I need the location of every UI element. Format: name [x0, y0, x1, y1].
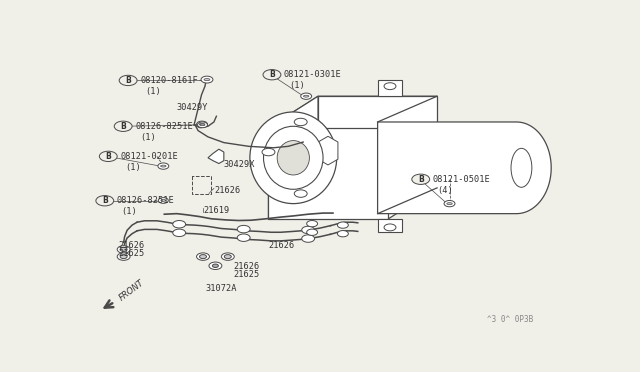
Circle shape: [120, 247, 127, 251]
Text: 21619: 21619: [203, 206, 229, 215]
Text: (1): (1): [125, 163, 141, 172]
Ellipse shape: [511, 148, 532, 187]
Circle shape: [237, 225, 250, 233]
Polygon shape: [378, 80, 403, 96]
Circle shape: [384, 83, 396, 90]
Circle shape: [294, 190, 307, 197]
Text: (1): (1): [145, 87, 161, 96]
Circle shape: [221, 253, 234, 260]
Circle shape: [117, 253, 130, 260]
Circle shape: [198, 122, 207, 128]
Polygon shape: [318, 96, 437, 188]
Text: 21626: 21626: [214, 186, 240, 195]
Text: ^3 0^ 0P3B: ^3 0^ 0P3B: [486, 315, 533, 324]
Text: FRONT: FRONT: [118, 278, 146, 302]
Text: 21626: 21626: [118, 241, 145, 250]
Ellipse shape: [161, 165, 166, 167]
Text: (1): (1): [140, 133, 156, 142]
Circle shape: [99, 151, 117, 161]
Circle shape: [337, 231, 348, 237]
Circle shape: [212, 264, 218, 267]
Polygon shape: [269, 188, 437, 219]
Ellipse shape: [204, 78, 210, 81]
Text: B: B: [106, 152, 111, 161]
Text: B: B: [120, 122, 126, 131]
Ellipse shape: [161, 200, 166, 201]
Circle shape: [262, 148, 275, 156]
Text: B: B: [418, 175, 424, 184]
Circle shape: [119, 75, 137, 86]
Circle shape: [444, 201, 455, 207]
Ellipse shape: [199, 124, 205, 125]
Ellipse shape: [250, 112, 337, 203]
Polygon shape: [378, 122, 551, 214]
Circle shape: [337, 222, 348, 228]
Circle shape: [263, 70, 281, 80]
Circle shape: [307, 229, 317, 235]
Circle shape: [301, 235, 315, 242]
Circle shape: [158, 198, 168, 203]
Circle shape: [237, 234, 250, 241]
Circle shape: [412, 174, 429, 185]
Polygon shape: [269, 96, 437, 128]
Circle shape: [117, 246, 130, 253]
Text: 08121-0301E: 08121-0301E: [284, 70, 342, 79]
Text: 08121-0501E: 08121-0501E: [433, 175, 490, 184]
Circle shape: [209, 262, 222, 269]
Ellipse shape: [200, 124, 205, 126]
Polygon shape: [318, 136, 338, 165]
Text: 08126-8251E: 08126-8251E: [116, 196, 175, 205]
Text: (1): (1): [289, 81, 305, 90]
Text: B: B: [269, 70, 275, 79]
Circle shape: [196, 253, 209, 260]
Polygon shape: [208, 149, 224, 164]
Circle shape: [173, 221, 186, 228]
Text: 08120-8161F: 08120-8161F: [140, 76, 198, 85]
Circle shape: [384, 224, 396, 231]
Circle shape: [301, 93, 312, 99]
Circle shape: [96, 196, 114, 206]
Circle shape: [120, 254, 127, 259]
Text: 30429X: 30429X: [224, 160, 255, 169]
Text: B: B: [125, 76, 131, 85]
Text: 21625: 21625: [118, 248, 145, 258]
Circle shape: [307, 221, 317, 227]
Circle shape: [301, 226, 315, 234]
Circle shape: [201, 76, 213, 83]
Circle shape: [294, 118, 307, 126]
Ellipse shape: [277, 141, 309, 175]
Circle shape: [196, 121, 207, 128]
Text: 08121-0201E: 08121-0201E: [120, 152, 178, 161]
Circle shape: [173, 229, 186, 237]
Text: B: B: [102, 196, 108, 205]
Text: (1): (1): [122, 207, 138, 216]
Text: 31072A: 31072A: [205, 284, 237, 293]
Circle shape: [114, 121, 132, 131]
Text: 30429Y: 30429Y: [177, 103, 208, 112]
Ellipse shape: [303, 95, 309, 97]
Polygon shape: [378, 219, 403, 232]
Polygon shape: [269, 128, 388, 219]
Ellipse shape: [264, 126, 323, 189]
Circle shape: [158, 163, 169, 169]
Text: 21625: 21625: [234, 270, 260, 279]
Text: 21626: 21626: [234, 262, 260, 271]
Polygon shape: [269, 96, 318, 219]
Text: 21626: 21626: [269, 241, 295, 250]
Ellipse shape: [447, 203, 452, 205]
Text: 08126-8251E: 08126-8251E: [135, 122, 193, 131]
Circle shape: [200, 254, 207, 259]
Circle shape: [225, 254, 231, 259]
Text: (4): (4): [438, 186, 453, 195]
